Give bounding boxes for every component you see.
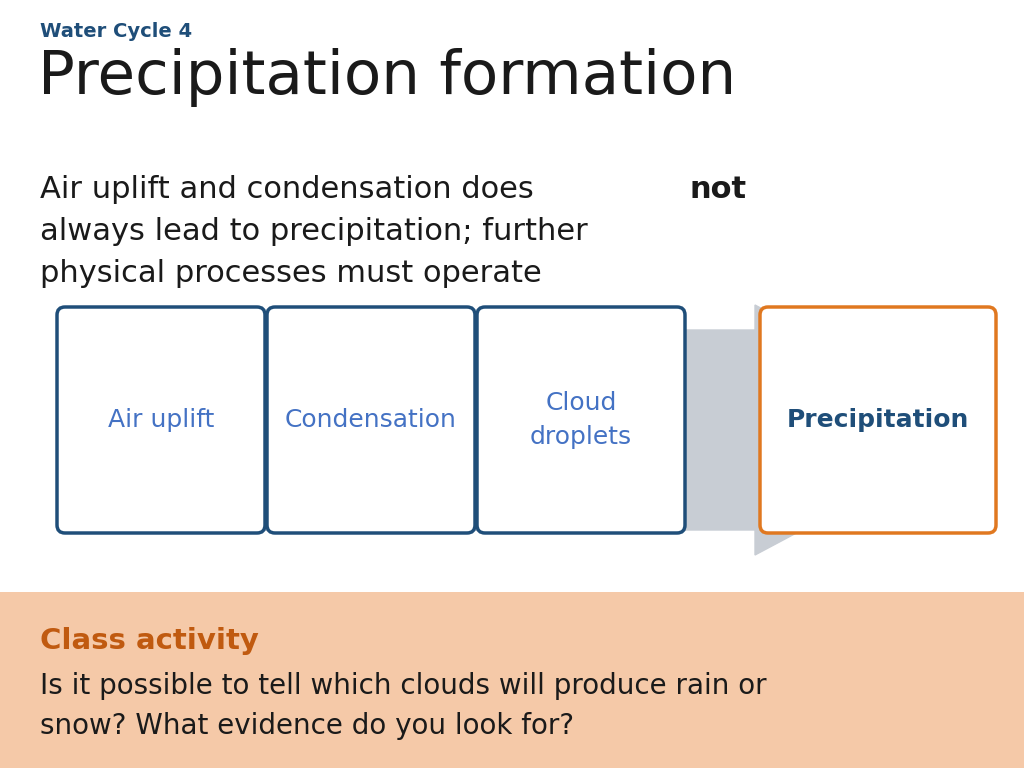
Polygon shape <box>60 305 990 555</box>
Text: Class activity: Class activity <box>40 627 259 655</box>
Text: Air uplift: Air uplift <box>108 408 214 432</box>
FancyBboxPatch shape <box>57 307 265 533</box>
FancyBboxPatch shape <box>760 307 996 533</box>
Text: physical processes must operate: physical processes must operate <box>40 259 542 288</box>
Text: always lead to precipitation; further: always lead to precipitation; further <box>40 217 588 246</box>
FancyBboxPatch shape <box>477 307 685 533</box>
Text: snow? What evidence do you look for?: snow? What evidence do you look for? <box>40 712 574 740</box>
Text: Condensation: Condensation <box>285 408 457 432</box>
Text: Cloud
droplets: Cloud droplets <box>530 391 632 449</box>
Text: not: not <box>690 175 746 204</box>
Text: Precipitation formation: Precipitation formation <box>38 48 736 107</box>
Text: Precipitation: Precipitation <box>786 408 969 432</box>
Text: Is it possible to tell which clouds will produce rain or: Is it possible to tell which clouds will… <box>40 672 767 700</box>
Bar <box>0 592 1024 768</box>
Text: Air uplift and condensation does: Air uplift and condensation does <box>40 175 544 204</box>
FancyBboxPatch shape <box>267 307 475 533</box>
Text: Water Cycle 4: Water Cycle 4 <box>40 22 193 41</box>
